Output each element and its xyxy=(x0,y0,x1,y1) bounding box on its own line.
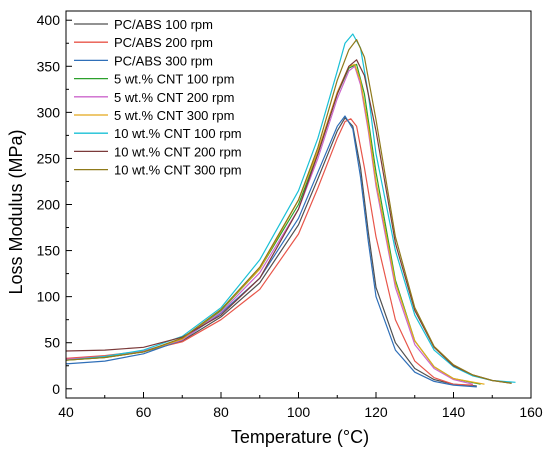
legend: PC/ABS 100 rpm PC/ABS 200 rpm PC/ABS 300 r… xyxy=(74,17,242,178)
y-tick-label: 150 xyxy=(37,243,61,259)
x-tick-label: 100 xyxy=(287,404,311,420)
x-axis-title: Temperature (°C) xyxy=(231,427,369,447)
x-tick-label: 60 xyxy=(136,404,152,420)
y-tick-label: 400 xyxy=(37,12,61,28)
legend-label-1: PC/ABS 100 rpm xyxy=(114,17,213,32)
series-line-9 xyxy=(65,39,512,384)
y-axis-title: Loss Modulus (MPa) xyxy=(6,129,26,294)
x-tick-label: 120 xyxy=(364,404,388,420)
y-tick-label: 350 xyxy=(37,58,61,74)
legend-label-9: 10 wt.% CNT 300 rpm xyxy=(114,163,242,178)
y-tick-label: 250 xyxy=(37,150,61,166)
x-tick-label: 80 xyxy=(213,404,229,420)
legend-label-5: 5 wt.% CNT 200 rpm xyxy=(114,90,234,105)
plot-lines xyxy=(65,33,516,388)
y-tick-label: 0 xyxy=(52,381,60,397)
legend-label-6: 5 wt.% CNT 300 rpm xyxy=(114,108,234,123)
x-tick-label: 40 xyxy=(58,404,74,420)
series-line-1 xyxy=(65,117,477,387)
y-tick-label: 300 xyxy=(37,104,61,120)
series-line-7 xyxy=(65,33,516,383)
legend-label-8: 10 wt.% CNT 200 rpm xyxy=(114,144,242,159)
y-tick-label: 50 xyxy=(44,335,60,351)
y-tick-label: 200 xyxy=(37,197,61,213)
legend-label-4: 5 wt.% CNT 100 rpm xyxy=(114,72,234,87)
y-tick-label: 100 xyxy=(37,289,61,305)
x-tick-label: 160 xyxy=(519,404,543,420)
legend-label-3: PC/ABS 300 rpm xyxy=(114,53,213,68)
axes: 40 60 80 100 120 140 160 0 50 100 150 200 250 300 350 4… xyxy=(37,10,543,420)
legend-label-7: 10 wt.% CNT 100 rpm xyxy=(114,126,242,141)
x-tick-label: 140 xyxy=(442,404,466,420)
series-line-5 xyxy=(65,65,474,385)
legend-label-2: PC/ABS 200 rpm xyxy=(114,35,213,50)
series-line-2 xyxy=(65,118,473,386)
